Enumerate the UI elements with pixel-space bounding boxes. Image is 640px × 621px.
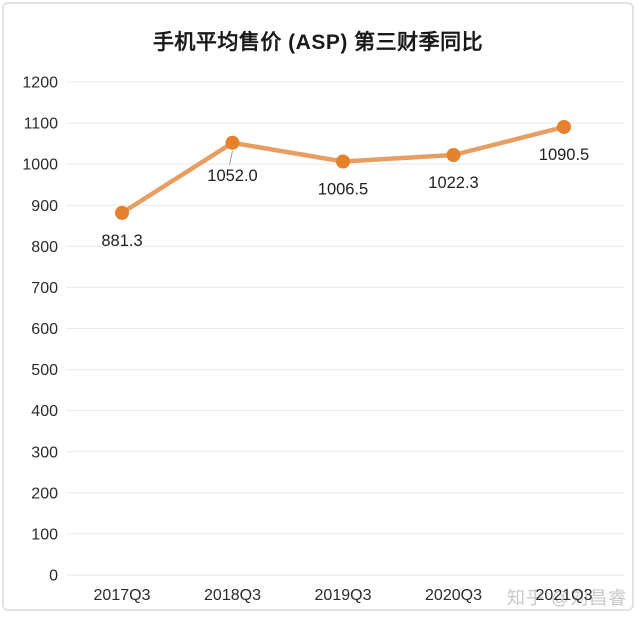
y-tick-label: 1000 <box>22 157 58 174</box>
y-tick-label: 200 <box>31 485 58 502</box>
data-point <box>336 154 350 169</box>
label-leader-line <box>229 150 233 165</box>
x-tick-label: 2017Q3 <box>94 587 151 604</box>
data-label: 881.3 <box>101 232 142 250</box>
data-point <box>557 119 571 134</box>
data-label: 1022.3 <box>428 174 478 192</box>
y-tick-label: 700 <box>31 280 58 297</box>
x-tick-label: 2020Q3 <box>425 587 482 604</box>
chart-card: 手机平均售价 (ASP) 第三财季同比 知乎 @刘昌睿 0 100 200 300 40… <box>2 2 634 611</box>
data-point <box>115 205 129 220</box>
y-tick-label: 400 <box>31 403 58 420</box>
x-tick-label: 2018Q3 <box>204 587 261 604</box>
data-label: 1052.0 <box>207 167 257 185</box>
y-tick-label: 1200 <box>22 75 58 92</box>
y-tick-label: 600 <box>31 321 58 338</box>
y-tick-label: 1100 <box>24 116 59 133</box>
data-label: 1006.5 <box>318 180 368 198</box>
data-point <box>446 148 461 163</box>
y-tick-label: 900 <box>31 198 58 215</box>
line-chart: 0 100 200 300 400 500 600 700 800 900 1000 1100 1200… <box>22 75 624 604</box>
x-tick-label: 2021Q3 <box>536 587 593 604</box>
y-tick-label: 800 <box>31 239 58 256</box>
chart-title: 手机平均售价 (ASP) 第三财季同比 <box>152 31 484 54</box>
x-tick-label: 2019Q3 <box>315 587 372 604</box>
series-line <box>119 124 567 216</box>
watermark: 知乎 @刘昌睿 <box>507 588 628 608</box>
y-tick-label: 500 <box>31 362 58 379</box>
data-point <box>225 135 240 150</box>
y-tick-label: 300 <box>31 444 58 461</box>
y-tick-label: 100 <box>31 526 58 543</box>
y-tick-label: 0 <box>49 568 58 585</box>
data-label: 1090.5 <box>539 146 589 164</box>
